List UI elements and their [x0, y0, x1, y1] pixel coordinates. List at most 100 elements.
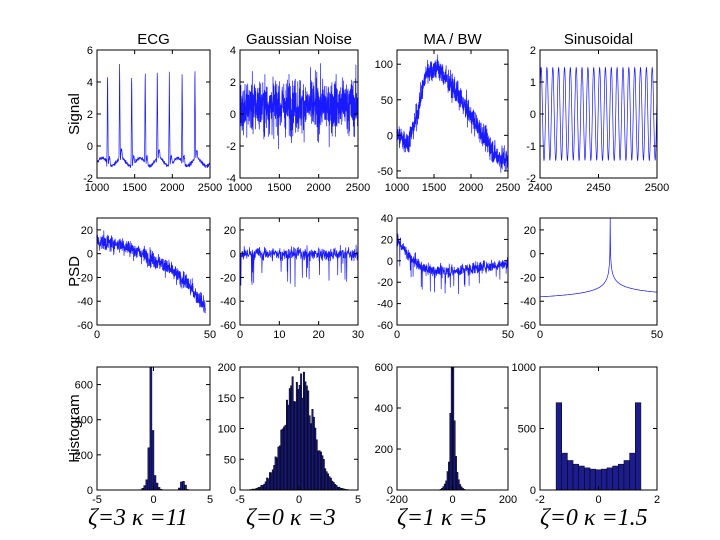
plot-area [397, 54, 508, 173]
histogram-bar [635, 402, 642, 490]
plot-area [249, 371, 349, 490]
x-tick-label: -5 [92, 494, 102, 505]
zeta-value: =3 [97, 505, 126, 531]
y-tick-label: -2 [226, 141, 236, 153]
axes-frame [396, 49, 509, 179]
histogram-bar [584, 467, 591, 490]
series-line-sine-psd [540, 218, 657, 298]
kappa-symbol: κ [131, 505, 144, 531]
y-tick-label: 150 [218, 393, 236, 405]
axes-frame [96, 49, 211, 179]
zeta-symbol: ζ [88, 505, 98, 531]
kappa-value: =3 [301, 505, 336, 531]
y-tick-label: -40 [520, 296, 536, 308]
x-tick-label: 2500 [645, 182, 669, 194]
x-tick-label: 1500 [122, 182, 146, 194]
stats-ma-bw: ζ=1 κ =5 [397, 505, 487, 532]
x-tick-label: 0 [296, 494, 302, 505]
y-tick-label: 1000 [512, 362, 536, 374]
y-tick-label: 1 [530, 77, 536, 89]
histogram-bar [452, 367, 455, 490]
y-tick-label: 400 [75, 415, 93, 427]
y-tick-label: 0 [87, 485, 93, 497]
y-tick-label: 0 [230, 485, 236, 497]
row-label: Histogram [66, 394, 83, 462]
y-tick-label: 50 [224, 454, 236, 466]
x-tick-label: 2500 [198, 182, 222, 194]
stats-gaussian-noise: ζ=0 κ =3 [246, 505, 336, 532]
series-line-noise-psd [240, 244, 358, 308]
x-tick-label: 1500 [267, 182, 291, 194]
y-tick-label: 200 [218, 362, 236, 374]
axes-frame [539, 217, 658, 326]
x-tick-label: 2 [654, 494, 660, 505]
plot-area [540, 66, 657, 162]
axes-frame [96, 217, 211, 326]
histogram-bar [180, 481, 183, 490]
histogram-bar [618, 463, 625, 490]
histogram-bar [153, 475, 157, 490]
histogram-bar [606, 467, 613, 490]
x-tick-label: 1000 [385, 182, 409, 194]
stats-sinusoidal: ζ=0 κ =1.5 [540, 505, 648, 532]
x-tick-label: 5 [355, 494, 361, 505]
y-tick-label: 0 [230, 109, 236, 121]
x-tick-label: 1000 [228, 182, 252, 194]
x-tick-label: 0 [394, 329, 400, 341]
x-tick-label: 5 [207, 494, 213, 505]
y-tick-label: -40 [377, 299, 393, 311]
plot-area [97, 230, 206, 314]
y-tick-label: -60 [220, 320, 236, 332]
x-tick-label: 0 [449, 494, 455, 505]
column-title: Gaussian Noise [246, 31, 352, 48]
x-tick-label: 2500 [346, 182, 370, 194]
y-tick-label: 0 [87, 141, 93, 153]
distribution-stats-row: ζ=3 κ =11 ζ=0 κ =3 ζ=1 κ =5 ζ=0 κ =1.5 [0, 505, 720, 539]
y-tick-label: 600 [375, 362, 393, 374]
zeta-value: =0 [549, 505, 578, 531]
x-tick-label: 2500 [496, 182, 520, 194]
x-tick-label: 1000 [85, 182, 109, 194]
plot-area [540, 218, 657, 298]
y-tick-label: -2 [526, 173, 536, 185]
series-line-ma-bw-psd [397, 232, 508, 295]
y-tick-label: -60 [520, 320, 536, 332]
histogram-bar [184, 484, 187, 490]
histogram-bar [578, 465, 585, 490]
y-tick-label: 100 [375, 59, 393, 71]
y-tick-label: 100 [218, 424, 236, 436]
x-tick-label: 0 [237, 329, 243, 341]
zeta-value: =1 [406, 505, 435, 531]
plot-area [439, 367, 466, 490]
x-tick-label: 50 [651, 329, 663, 341]
x-tick-label: 0 [595, 494, 601, 505]
x-tick-label: 2000 [306, 182, 330, 194]
series-line-sine [540, 66, 657, 162]
x-tick-label: 2000 [160, 182, 184, 194]
y-tick-label: -60 [377, 320, 393, 332]
y-tick-label: -4 [226, 173, 236, 185]
y-tick-label: 0 [530, 249, 536, 261]
x-tick-label: 0 [94, 329, 100, 341]
column-title: ECG [137, 31, 170, 48]
row-label: Signal [66, 93, 83, 135]
y-tick-label: 20 [224, 225, 236, 237]
kappa-value: =1.5 [595, 505, 648, 531]
kappa-symbol: κ [583, 505, 596, 531]
y-tick-label: 600 [75, 380, 93, 392]
histogram-bar [623, 460, 630, 490]
stats-ecg: ζ=3 κ =11 [88, 505, 188, 532]
plot-area [555, 402, 642, 490]
y-tick-label: 20 [381, 234, 393, 246]
x-tick-label: 1500 [422, 182, 446, 194]
y-tick-label: 50 [381, 95, 393, 107]
y-tick-label: 0 [530, 109, 536, 121]
zeta-value: =0 [255, 505, 284, 531]
x-tick-label: 2450 [586, 182, 610, 194]
y-tick-label: 4 [87, 77, 93, 89]
y-tick-label: 0 [530, 485, 536, 497]
kappa-value: =5 [452, 505, 487, 531]
plot-area [97, 63, 210, 169]
x-tick-label: 2400 [528, 182, 552, 194]
histogram-bar [143, 485, 147, 490]
